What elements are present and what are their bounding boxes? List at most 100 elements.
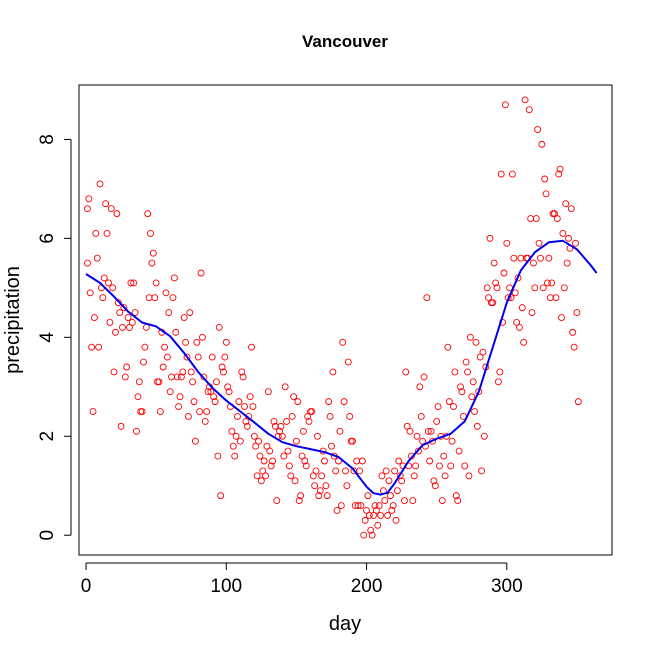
y-axis: 0 2 4 6 8	[37, 134, 72, 541]
smooth-curve	[85, 239, 598, 496]
data-point	[215, 323, 223, 331]
data-point	[409, 497, 417, 505]
data-point	[458, 388, 466, 396]
data-point	[211, 398, 219, 406]
data-point	[301, 457, 309, 465]
data-point	[496, 368, 504, 376]
data-point	[448, 437, 456, 445]
data-point	[321, 457, 328, 465]
data-point	[434, 403, 442, 411]
data-point	[285, 462, 293, 470]
data-point	[313, 432, 321, 440]
data-point	[213, 378, 220, 386]
data-point	[315, 492, 323, 500]
data-point	[110, 368, 118, 376]
data-point	[402, 368, 410, 376]
data-point	[256, 452, 264, 460]
data-point	[556, 165, 564, 173]
data-point	[535, 239, 543, 247]
data-point	[572, 239, 579, 247]
data-point	[179, 368, 187, 376]
data-point	[249, 403, 257, 411]
data-point	[159, 363, 167, 371]
y-axis-label: precipitation	[2, 266, 24, 374]
data-point	[503, 239, 511, 247]
data-point	[100, 274, 108, 282]
data-point	[124, 314, 132, 321]
data-point	[183, 353, 191, 361]
data-point	[89, 408, 97, 415]
data-point	[137, 408, 145, 415]
data-point	[420, 373, 428, 381]
y-tick-label: 2	[37, 431, 58, 442]
data-point	[447, 462, 455, 470]
data-point	[354, 502, 362, 509]
data-point	[262, 472, 269, 480]
data-point	[493, 284, 501, 292]
data-point	[294, 398, 302, 406]
y-tick-label: 0	[37, 530, 58, 541]
data-point	[406, 427, 414, 435]
data-point	[398, 477, 406, 485]
data-point	[222, 338, 230, 346]
data-point	[204, 388, 212, 396]
data-point	[149, 249, 157, 257]
data-point	[478, 467, 486, 475]
data-point	[391, 467, 399, 475]
data-point	[235, 398, 243, 406]
data-point	[377, 511, 385, 519]
data-point	[283, 417, 291, 425]
data-point	[464, 368, 471, 376]
data-point	[322, 482, 330, 490]
data-point	[198, 333, 206, 341]
data-point	[468, 393, 476, 401]
data-point	[85, 195, 93, 203]
data-point	[559, 229, 567, 237]
data-point	[201, 417, 209, 425]
data-point	[368, 531, 376, 539]
data-point	[134, 393, 142, 401]
data-point	[141, 343, 149, 351]
data-point	[367, 526, 375, 534]
data-point	[480, 432, 488, 440]
data-point	[457, 383, 464, 391]
data-point	[337, 502, 345, 509]
data-point	[306, 408, 314, 415]
data-point	[292, 437, 300, 445]
data-point	[570, 343, 578, 351]
data-point	[560, 284, 568, 292]
data-point	[386, 492, 394, 500]
data-point	[83, 259, 91, 267]
data-point	[248, 343, 255, 351]
data-point	[558, 314, 565, 321]
data-point	[221, 353, 229, 361]
data-point	[138, 408, 146, 415]
data-point	[431, 482, 439, 490]
data-point	[565, 234, 572, 242]
data-point	[494, 378, 502, 386]
data-point	[444, 343, 452, 351]
data-point	[538, 140, 546, 148]
data-point	[574, 398, 582, 406]
data-point	[318, 472, 326, 480]
plot-frame	[78, 84, 613, 556]
data-point	[492, 279, 500, 287]
data-point	[239, 373, 247, 381]
data-point	[427, 427, 435, 435]
data-point	[548, 279, 556, 287]
data-point	[92, 229, 100, 237]
data-point	[107, 205, 115, 213]
data-point	[145, 294, 153, 302]
data-point	[413, 432, 421, 440]
data-point	[297, 492, 305, 500]
data-point	[521, 96, 529, 104]
data-point	[385, 477, 393, 485]
data-point	[539, 284, 547, 292]
data-point	[479, 348, 487, 356]
y-tick-label: 4	[37, 332, 58, 343]
data-point	[102, 200, 110, 208]
data-point	[325, 398, 333, 406]
data-point	[395, 457, 403, 465]
data-point	[537, 254, 544, 262]
data-point	[423, 294, 431, 302]
